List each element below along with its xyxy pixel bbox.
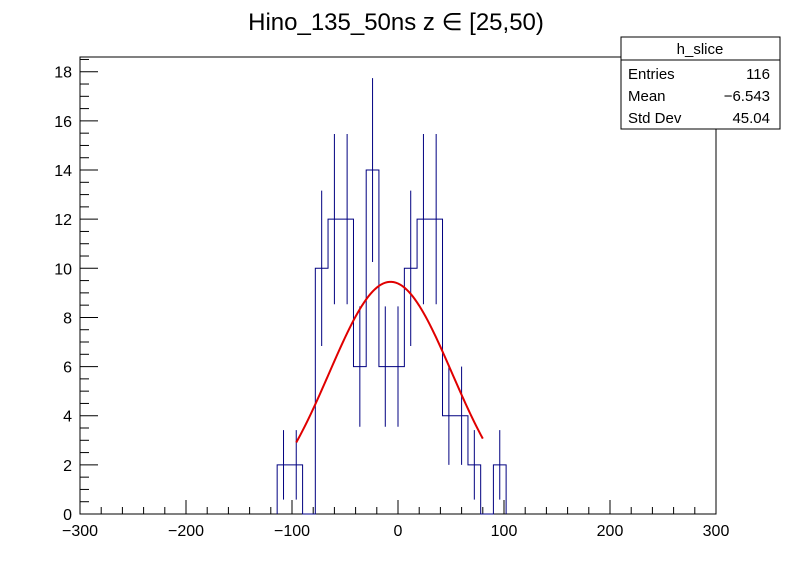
y-tick-label: 18 [54,65,72,82]
x-tick-label: −100 [274,523,310,540]
y-tick-label: 8 [63,310,72,327]
x-axis: −300 −200 −100 0 100 200 300 [62,500,729,540]
x-tick-label: 100 [491,523,518,540]
stats-box: h_slice Entries 116 Mean −6.543 Std Dev … [620,36,781,130]
histogram-error-bars [283,78,501,500]
y-tick-label: 4 [63,409,72,426]
stats-mean-label: Mean [628,88,666,105]
x-tick-label: 200 [597,523,624,540]
gaussian-fit [295,280,484,443]
y-tick-label: 16 [54,114,72,131]
chart-title: Hino_135_50ns z ∈ [25,50) [248,9,544,36]
y-tick-label: 2 [63,458,72,475]
stats-stddev-label: Std Dev [628,110,682,127]
y-tick-label: 0 [63,507,72,524]
y-tick-label: 6 [63,360,72,377]
histogram-outline [276,169,507,515]
x-tick-label: 300 [703,523,730,540]
y-tick-label: 10 [54,261,72,278]
y-axis: 0 2 4 6 8 10 12 14 16 18 [54,58,98,524]
y-tick-label: 14 [54,163,72,180]
stats-title: h_slice [677,41,724,58]
x-tick-label: −200 [168,523,204,540]
stats-entries-value: 116 [746,66,770,83]
stats-stddev-value: 45.04 [732,110,770,127]
x-tick-label: 0 [394,523,403,540]
x-tick-label: −300 [62,523,98,540]
histogram-steps [276,169,507,515]
stats-entries-label: Entries [628,66,675,83]
y-tick-label: 12 [54,212,72,229]
stats-mean-value: −6.543 [724,88,770,105]
stats-box-frame [620,36,781,130]
fit-line [295,280,484,443]
